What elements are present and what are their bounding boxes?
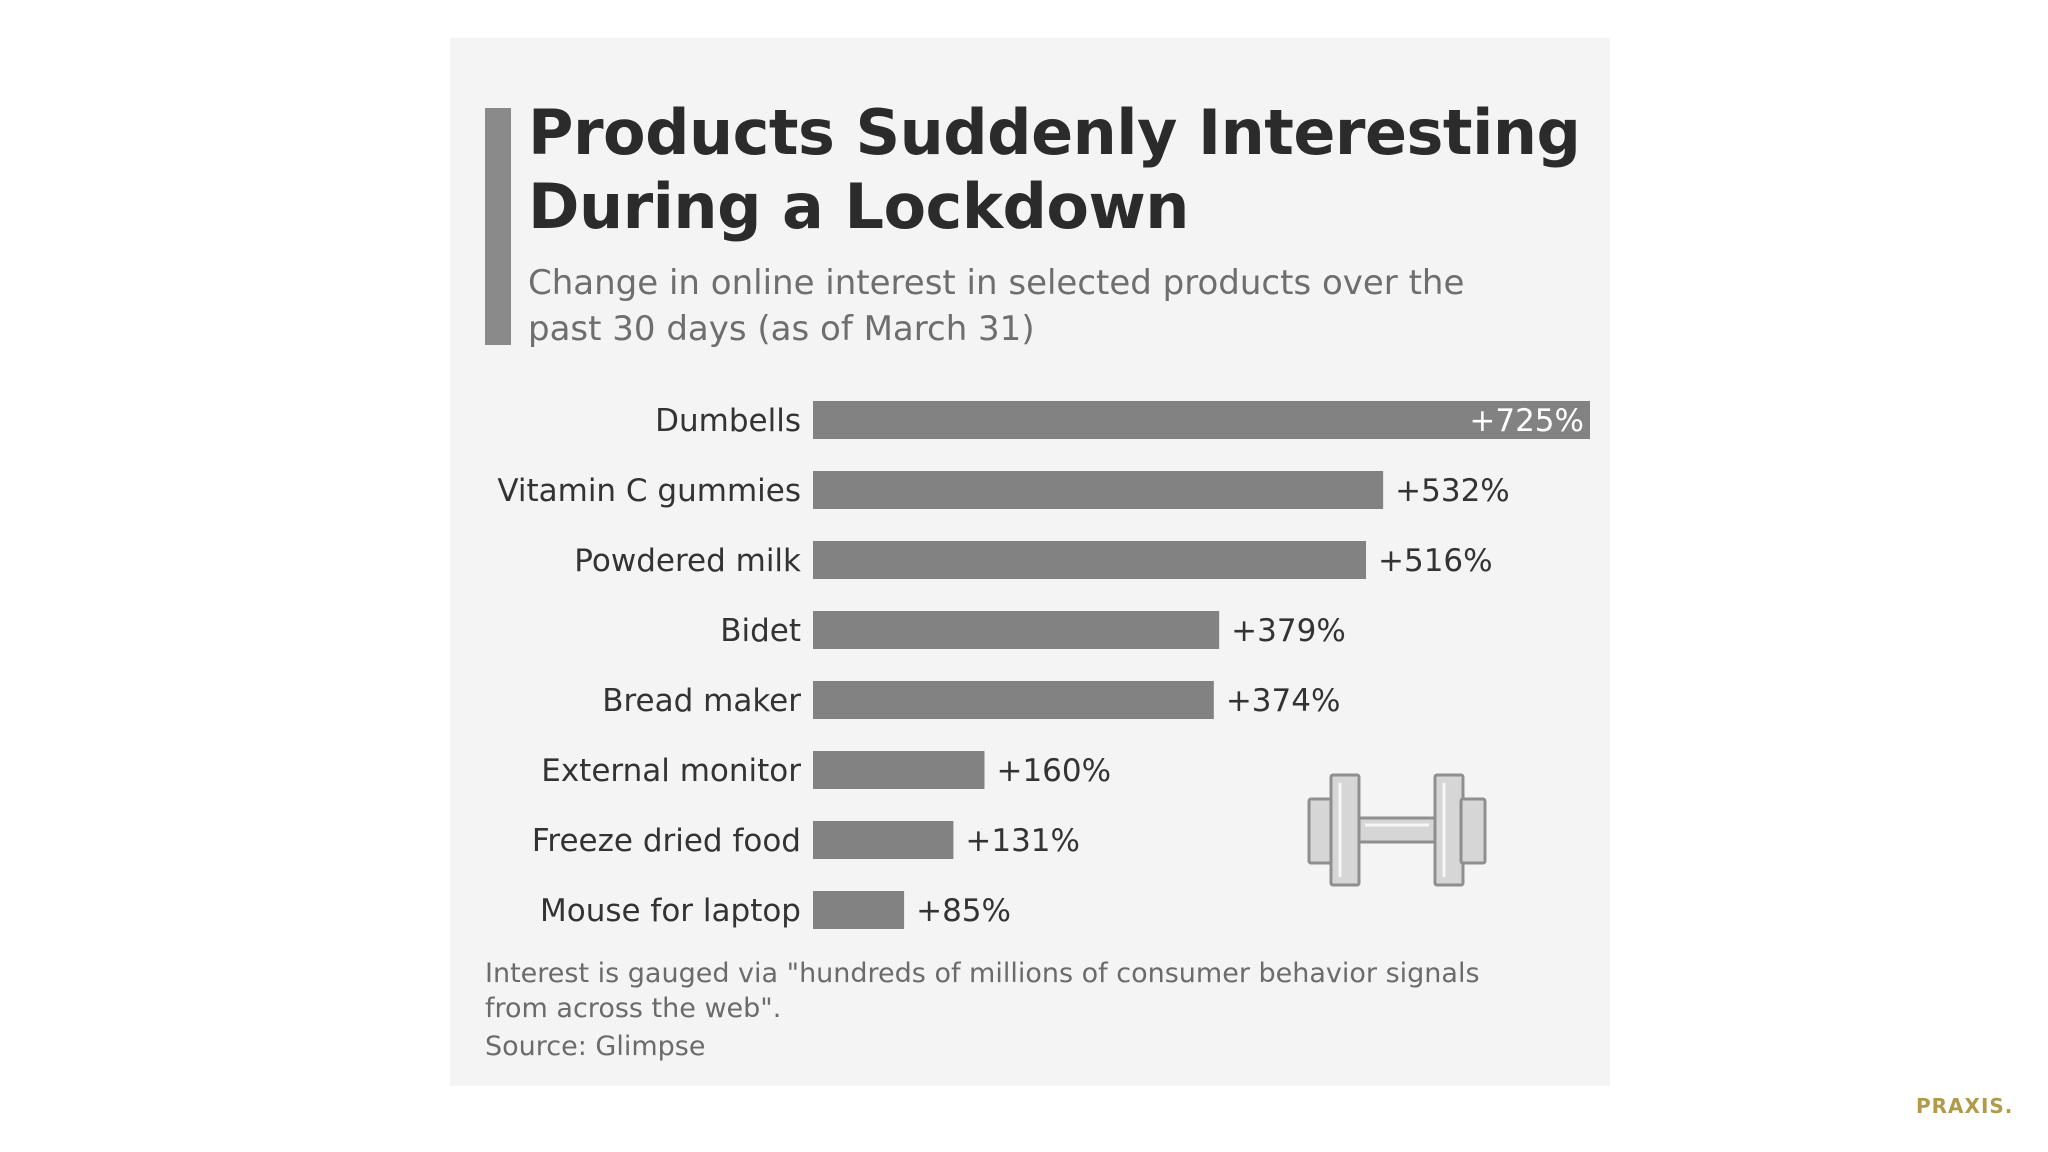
bar-chart: Dumbells +725% Vitamin C gummies +532% Powde… (497, 401, 1590, 929)
bar (813, 401, 1590, 439)
title-accent-bar (485, 108, 511, 345)
brand-logo: PRAXIS. (1916, 1094, 2014, 1118)
value-label: +379% (1231, 613, 1346, 649)
chart-title: Products Suddenly Interesting During a L… (528, 96, 1581, 243)
value-label: +532% (1395, 473, 1510, 509)
bar (813, 751, 985, 789)
value-label: +725% (1469, 403, 1584, 439)
chart-source: Source: Glimpse (485, 1031, 706, 1062)
bar (813, 471, 1384, 509)
category-label: Dumbells (655, 403, 801, 439)
bar (813, 541, 1367, 579)
value-label: +131% (965, 823, 1080, 859)
category-label: Bidet (720, 613, 801, 649)
bar (813, 611, 1220, 649)
value-label: +85% (916, 893, 1011, 929)
infographic-card: Products Suddenly Interesting During a L… (450, 38, 1610, 1086)
dumbbell-icon (1307, 773, 1487, 887)
chart-footnote: Interest is gauged via "hundreds of mill… (485, 958, 1480, 1024)
chart-subtitle: Change in online interest in selected pr… (528, 263, 1465, 349)
value-label: +160% (996, 753, 1111, 789)
category-label: Freeze dried food (532, 823, 801, 859)
category-label: Bread maker (602, 683, 801, 719)
category-label: External monitor (541, 753, 801, 789)
value-label: +516% (1378, 543, 1493, 579)
category-label: Mouse for laptop (540, 893, 801, 929)
bar (813, 681, 1214, 719)
bar (813, 891, 905, 929)
value-label: +374% (1226, 683, 1341, 719)
category-label: Vitamin C gummies (497, 473, 801, 509)
bar (813, 821, 954, 859)
category-label: Powdered milk (574, 543, 801, 579)
